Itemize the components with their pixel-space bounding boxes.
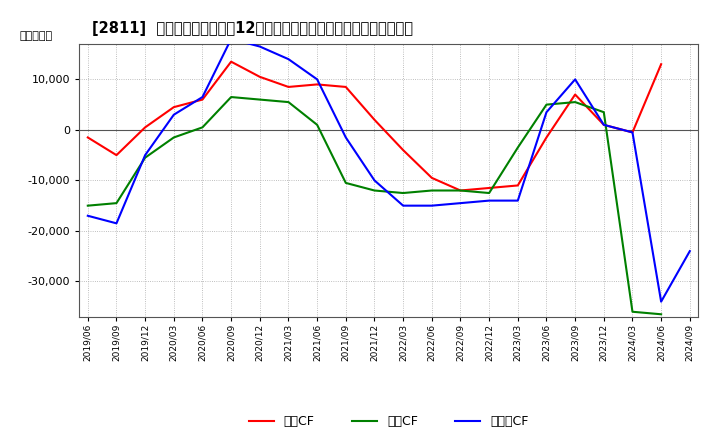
投資CF — [169, 135, 178, 140]
営業CF — [141, 125, 150, 130]
フリーCF — [169, 112, 178, 117]
フリーCF — [227, 37, 235, 42]
フリーCF — [256, 44, 264, 49]
投資CF — [284, 99, 293, 105]
Line: 投資CF: 投資CF — [88, 97, 661, 314]
投資CF — [428, 188, 436, 193]
フリーCF — [312, 77, 321, 82]
フリーCF — [341, 135, 350, 140]
フリーCF — [571, 77, 580, 82]
Line: フリーCF: フリーCF — [88, 39, 690, 302]
営業CF — [513, 183, 522, 188]
営業CF — [227, 59, 235, 64]
営業CF — [456, 188, 465, 193]
フリーCF — [685, 249, 694, 254]
フリーCF — [370, 178, 379, 183]
フリーCF — [456, 201, 465, 206]
営業CF — [84, 135, 92, 140]
営業CF — [341, 84, 350, 90]
営業CF — [657, 62, 665, 67]
フリーCF — [112, 221, 121, 226]
投資CF — [628, 309, 636, 315]
フリーCF — [600, 122, 608, 128]
投資CF — [399, 191, 408, 196]
投資CF — [571, 99, 580, 105]
投資CF — [112, 201, 121, 206]
Line: 営業CF: 営業CF — [88, 62, 661, 191]
フリーCF — [657, 299, 665, 304]
営業CF — [571, 92, 580, 97]
Legend: 営業CF, 投資CF, フリーCF: 営業CF, 投資CF, フリーCF — [244, 411, 534, 433]
フリーCF — [513, 198, 522, 203]
Text: [2811]  キャッシュフローの12か月移動合計の対前年同期増減額の推移: [2811] キャッシュフローの12か月移動合計の対前年同期増減額の推移 — [91, 21, 413, 36]
投資CF — [657, 312, 665, 317]
営業CF — [312, 82, 321, 87]
フリーCF — [628, 130, 636, 135]
フリーCF — [141, 153, 150, 158]
フリーCF — [84, 213, 92, 218]
営業CF — [112, 153, 121, 158]
営業CF — [370, 117, 379, 122]
投資CF — [227, 95, 235, 100]
営業CF — [600, 122, 608, 128]
フリーCF — [428, 203, 436, 208]
投資CF — [141, 155, 150, 160]
営業CF — [256, 74, 264, 80]
フリーCF — [399, 203, 408, 208]
投資CF — [341, 180, 350, 186]
フリーCF — [198, 95, 207, 100]
投資CF — [370, 188, 379, 193]
営業CF — [198, 97, 207, 102]
営業CF — [485, 185, 493, 191]
投資CF — [256, 97, 264, 102]
営業CF — [284, 84, 293, 90]
投資CF — [456, 188, 465, 193]
投資CF — [84, 203, 92, 208]
営業CF — [428, 175, 436, 180]
営業CF — [542, 135, 551, 140]
投資CF — [198, 125, 207, 130]
投資CF — [485, 191, 493, 196]
投資CF — [542, 102, 551, 107]
営業CF — [628, 130, 636, 135]
営業CF — [169, 105, 178, 110]
投資CF — [600, 110, 608, 115]
フリーCF — [542, 110, 551, 115]
フリーCF — [284, 56, 293, 62]
投資CF — [513, 145, 522, 150]
投資CF — [312, 122, 321, 128]
営業CF — [399, 147, 408, 153]
フリーCF — [485, 198, 493, 203]
Y-axis label: （百万円）: （百万円） — [19, 31, 53, 41]
